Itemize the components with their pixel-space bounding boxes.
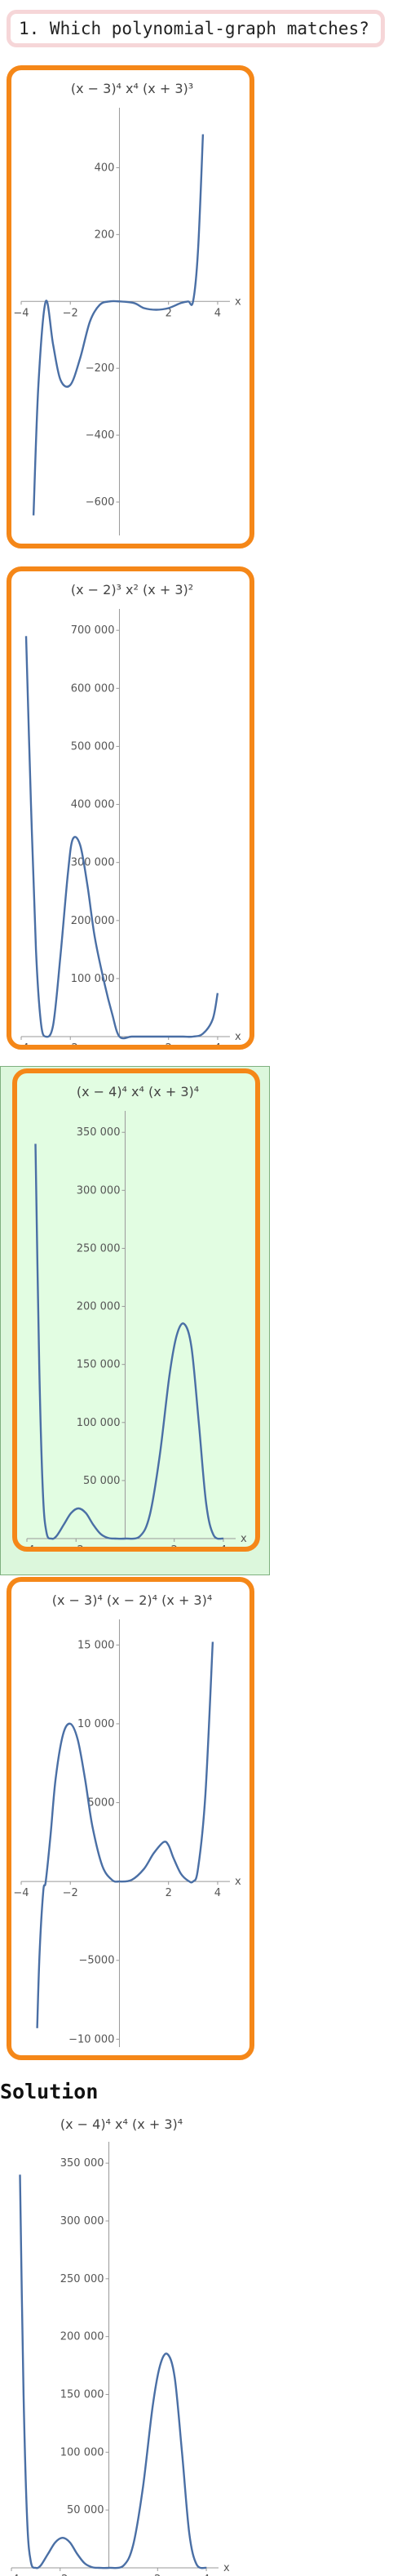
series-line	[36, 1641, 214, 2028]
y-tick-label: 200 000	[77, 1301, 121, 1313]
y-tick-label: 100 000	[71, 973, 115, 985]
solution-chart: (x − 4)⁴ x⁴ (x + 3)⁴ −4 −2 2 4 x 50 000 100 000…	[3, 2116, 230, 2576]
y-tick-label: −600	[86, 496, 115, 509]
y-tick-label: 50 000	[67, 2504, 104, 2516]
y-tick-label: −400	[86, 429, 115, 442]
chart-title: (x − 2)³ x² (x + 3)²	[71, 582, 193, 597]
y-tick-label: 100 000	[77, 1417, 121, 1429]
series-line	[32, 134, 205, 516]
x-tick-label: −4	[3, 2574, 19, 2576]
x-tick-label: −2	[52, 2574, 68, 2576]
x-tick-label: −2	[63, 307, 78, 319]
x-tick-label: −2	[63, 1887, 78, 1899]
selected-answer-highlight: (x − 4)⁴ x⁴ (x + 3)⁴ −4 −2 2 4 x 50 000 100 000…	[0, 1066, 270, 1575]
x-axis-label: x	[235, 295, 241, 308]
y-tick-label: 200	[95, 229, 115, 241]
y-tick-label: 100 000	[60, 2446, 104, 2458]
y-tick-label: 250 000	[77, 1242, 121, 1255]
x-tick-label: 2	[166, 307, 172, 319]
x-tick-label: 4	[214, 307, 221, 319]
y-tick-label: 300 000	[77, 1184, 121, 1197]
chart-d: (x − 3)⁴ (x − 2)⁴ (x + 3)⁴ −4 −2 2 4 x −10 000…	[13, 1592, 241, 2047]
x-tick-label: −4	[13, 1042, 29, 1045]
y-tick-label: 600 000	[71, 682, 115, 695]
x-tick-label: −2	[68, 1544, 84, 1547]
x-tick-label: 2	[154, 2574, 161, 2576]
y-tick-label: 300 000	[71, 857, 115, 869]
question-text: 1. Which polynomial-graph matches?	[19, 19, 369, 38]
series-line	[19, 2174, 207, 2569]
y-tick-label: 350 000	[60, 2157, 104, 2170]
chart-title: (x − 4)⁴ x⁴ (x + 3)⁴	[60, 2116, 183, 2132]
y-tick-label: 10 000	[77, 1718, 115, 1730]
x-tick-label: 4	[220, 1544, 227, 1547]
x-tick-label: 2	[171, 1544, 178, 1547]
y-tick-label: 350 000	[77, 1126, 121, 1139]
chart-c: (x − 4)⁴ x⁴ (x + 3)⁴ −4 −2 2 4 x 50 000 100 000…	[19, 1084, 247, 1547]
chart-title: (x − 3)⁴ (x − 2)⁴ (x + 3)⁴	[52, 1592, 213, 1608]
y-tick-label: 300 000	[60, 2215, 104, 2227]
y-tick-label: 400 000	[71, 799, 115, 811]
chart-a: (x − 3)⁴ x⁴ (x + 3)³ −4 −2 2 4 x −600 −400 −200 2…	[13, 81, 241, 535]
x-tick-label: 4	[203, 2574, 210, 2576]
choice-card-a[interactable]: (x − 3)⁴ x⁴ (x + 3)³ −4 −2 2 4 x −600 −400 −200 2…	[7, 65, 254, 549]
y-tick-label: 200 000	[60, 2331, 104, 2343]
x-axis-label: x	[235, 1031, 241, 1043]
y-tick-label: 400	[95, 162, 115, 174]
y-tick-label: 150 000	[77, 1359, 121, 1371]
x-tick-label: −4	[13, 307, 29, 319]
y-tick-label: 50 000	[83, 1475, 121, 1487]
chart-title: (x − 3)⁴ x⁴ (x + 3)³	[71, 81, 193, 96]
series-line	[24, 636, 219, 1040]
choice-card-c[interactable]: (x − 4)⁴ x⁴ (x + 3)⁴ −4 −2 2 4 x 50 000 100 000…	[12, 1068, 260, 1552]
y-tick-label: 150 000	[60, 2389, 104, 2401]
x-tick-label: −4	[19, 1544, 34, 1547]
x-tick-label: 4	[214, 1042, 221, 1045]
y-tick-label: 5000	[87, 1797, 114, 1810]
x-axis-label: x	[241, 1533, 247, 1545]
y-tick-label: −10 000	[68, 2033, 114, 2045]
y-tick-label: 700 000	[71, 624, 115, 637]
y-tick-label: 250 000	[60, 2273, 104, 2285]
solution-heading: Solution	[0, 2080, 99, 2103]
y-tick-label: 15 000	[77, 1639, 115, 1651]
x-tick-label: 4	[214, 1887, 221, 1899]
y-tick-label: −200	[86, 362, 115, 375]
series-line	[34, 1144, 224, 1540]
x-axis-label: x	[223, 2562, 230, 2574]
x-tick-label: −2	[63, 1042, 78, 1045]
choice-card-d[interactable]: (x − 3)⁴ (x − 2)⁴ (x + 3)⁴ −4 −2 2 4 x −10 000…	[7, 1577, 254, 2060]
solution-chart-container: (x − 4)⁴ x⁴ (x + 3)⁴ −4 −2 2 4 x 50 000 100 000…	[0, 2106, 253, 2576]
x-tick-label: 2	[166, 1042, 172, 1045]
y-tick-label: −5000	[78, 1955, 114, 1967]
chart-title: (x − 4)⁴ x⁴ (x + 3)⁴	[77, 1084, 199, 1099]
x-tick-label: 2	[166, 1887, 172, 1899]
y-tick-label: 500 000	[71, 740, 115, 753]
x-axis-label: x	[235, 1876, 241, 1888]
question-banner: 1. Which polynomial-graph matches?	[7, 10, 385, 47]
x-tick-label: −4	[13, 1887, 29, 1899]
